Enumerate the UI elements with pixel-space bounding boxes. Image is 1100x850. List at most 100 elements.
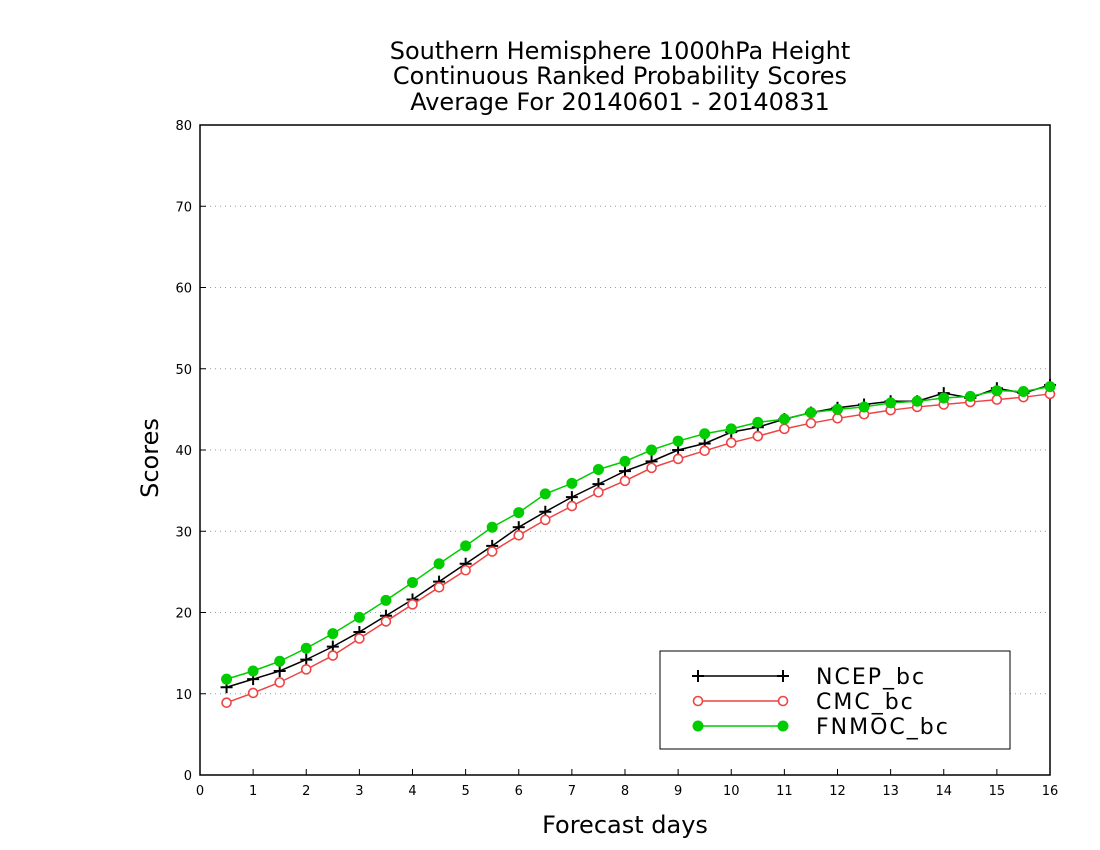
data-point-CMC_bc	[725, 437, 737, 448]
legend-marker	[692, 670, 704, 682]
y-tick-label: 40	[175, 444, 192, 459]
data-point-FNMOC_bc	[725, 423, 737, 435]
data-point-FNMOC_bc	[964, 390, 976, 402]
legend-label: NCEP_bc	[816, 665, 926, 690]
data-point-NCEP_bc	[619, 465, 631, 478]
y-axis-ticks: 0 10 20 30 40 50 60 70 80	[175, 119, 206, 784]
data-point-FNMOC_bc	[221, 673, 233, 685]
x-tick-label: 15	[989, 784, 1006, 799]
data-point-CMC_bc	[619, 475, 631, 487]
data-point-FNMOC_bc	[885, 397, 897, 409]
data-point-CMC_bc	[805, 417, 817, 429]
data-point-FNMOC_bc	[619, 455, 631, 467]
legend-label: CMC_bc	[816, 690, 915, 715]
legend-marker	[777, 670, 789, 682]
x-tick-label: 14	[935, 784, 952, 799]
data-point-CMC_bc	[832, 413, 843, 424]
data-point-CMC_bc	[407, 599, 418, 610]
legend-label: FNMOC_bc	[816, 715, 950, 740]
data-point-FNMOC_bc	[699, 428, 711, 440]
data-point-FNMOC_bc	[460, 540, 472, 552]
series-layer	[220, 379, 1056, 708]
data-point-FNMOC_bc	[407, 576, 418, 588]
x-tick-label: 1	[249, 784, 257, 799]
legend-box	[659, 650, 1011, 750]
series-CMC_bc	[221, 388, 1056, 708]
data-point-CMC_bc	[699, 445, 710, 457]
legend-entry-NCEP_bc: NCEP_bc	[692, 665, 926, 690]
data-point-FNMOC_bc	[274, 655, 286, 667]
y-tick-label: 50	[175, 363, 192, 378]
chart-title-line-3: Average For 20140601 - 20140831	[410, 88, 830, 116]
data-point-FNMOC_bc	[805, 407, 817, 419]
data-point-FNMOC_bc	[1044, 381, 1056, 393]
data-point-CMC_bc	[327, 650, 339, 661]
x-tick-label: 10	[723, 784, 740, 799]
grid-lines	[200, 205, 1050, 695]
x-tick-label: 4	[408, 784, 416, 799]
x-tick-label: 2	[302, 784, 310, 799]
data-point-CMC_bc	[593, 486, 604, 498]
data-point-FNMOC_bc	[752, 416, 764, 428]
data-point-CMC_bc	[247, 687, 259, 699]
y-tick-label: 30	[175, 525, 192, 540]
data-point-CMC_bc	[221, 697, 232, 708]
data-point-FNMOC_bc	[486, 521, 498, 533]
data-point-FNMOC_bc	[991, 385, 1003, 397]
y-tick-label: 80	[175, 119, 192, 134]
data-point-FNMOC_bc	[858, 401, 870, 413]
y-tick-label: 70	[175, 200, 192, 215]
data-point-CMC_bc	[540, 514, 551, 526]
data-point-FNMOC_bc	[911, 395, 923, 407]
y-tick-label: 0	[184, 769, 192, 784]
x-tick-label: 12	[829, 784, 846, 799]
data-point-CMC_bc	[274, 677, 285, 688]
x-tick-label: 13	[882, 784, 899, 799]
data-point-CMC_bc	[354, 633, 365, 644]
data-point-FNMOC_bc	[327, 628, 339, 640]
legend-marker	[777, 720, 789, 732]
data-point-FNMOC_bc	[380, 594, 392, 606]
y-tick-label: 20	[175, 607, 192, 622]
series-NCEP_bc	[220, 379, 1056, 694]
data-point-FNMOC_bc	[672, 435, 684, 447]
data-point-CMC_bc	[672, 453, 684, 465]
data-point-NCEP_bc	[273, 665, 286, 677]
x-tick-label: 3	[355, 784, 363, 799]
y-axis-title: Scores	[136, 418, 164, 498]
chart-title-line-2: Continuous Ranked Probability Scores	[392, 62, 848, 90]
x-tick-label: 5	[461, 784, 469, 799]
legend-marker	[692, 720, 704, 732]
data-point-FNMOC_bc	[938, 392, 950, 404]
data-point-CMC_bc	[779, 423, 790, 435]
data-point-CMC_bc	[752, 430, 764, 442]
data-point-CMC_bc	[513, 530, 525, 541]
data-point-FNMOC_bc	[247, 665, 259, 677]
x-tick-label: 7	[568, 784, 576, 799]
data-point-FNMOC_bc	[832, 403, 843, 415]
x-axis-ticks: 0 1 2 3 4 5 6 7 8 9 10 11 12 13 14 15 16	[196, 769, 1058, 799]
legend-entry-FNMOC_bc: FNMOC_bc	[692, 715, 950, 740]
data-point-FNMOC_bc	[778, 413, 790, 425]
data-point-FNMOC_bc	[1017, 386, 1029, 397]
series-FNMOC_bc	[221, 381, 1056, 685]
y-tick-label: 10	[175, 688, 192, 703]
data-point-CMC_bc	[486, 546, 498, 557]
y-tick-label: 60	[175, 282, 192, 297]
x-tick-label: 0	[196, 784, 204, 799]
data-point-FNMOC_bc	[353, 611, 365, 623]
data-point-FNMOC_bc	[592, 464, 604, 475]
data-point-CMC_bc	[566, 500, 578, 512]
data-point-CMC_bc	[991, 394, 1003, 405]
x-axis-title: Forecast days	[542, 811, 708, 839]
data-point-FNMOC_bc	[433, 558, 445, 570]
series-line-NCEP_bc	[226, 384, 1051, 688]
chart-title-line-1: Southern Hemisphere 1000hPa Height	[389, 37, 851, 65]
data-point-CMC_bc	[300, 664, 312, 675]
legend-marker	[777, 695, 789, 707]
data-point-FNMOC_bc	[646, 444, 658, 456]
series-line-FNMOC_bc	[226, 385, 1051, 680]
data-point-FNMOC_bc	[539, 488, 551, 500]
data-point-CMC_bc	[433, 582, 445, 593]
